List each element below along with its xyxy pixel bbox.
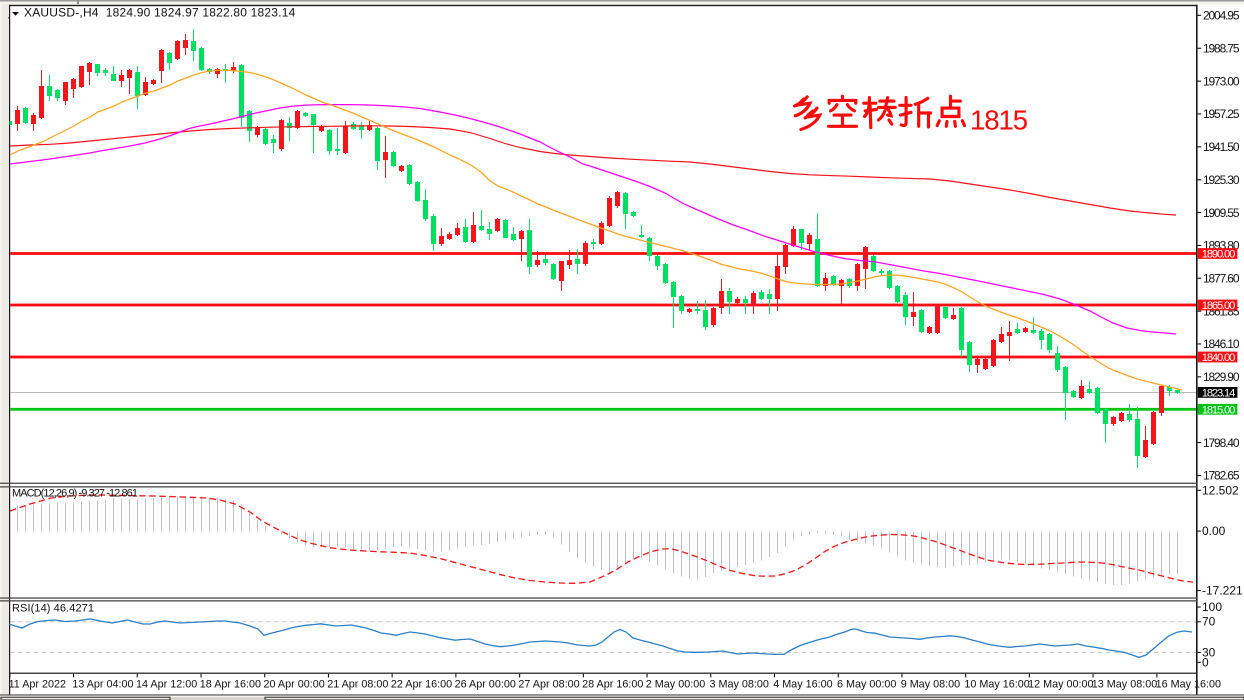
svg-text:2 May 00:00: 2 May 00:00 xyxy=(646,679,705,691)
svg-text:1846.10: 1846.10 xyxy=(1203,337,1240,351)
svg-text:1973.00: 1973.00 xyxy=(1203,74,1240,88)
svg-text:1925.30: 1925.30 xyxy=(1203,173,1240,187)
svg-text:22 Apr 16:00: 22 Apr 16:00 xyxy=(391,679,452,691)
svg-text:13 May 08:00: 13 May 08:00 xyxy=(1092,679,1157,691)
svg-text:1823.14: 1823.14 xyxy=(1202,387,1236,399)
svg-text:1941.50: 1941.50 xyxy=(1203,140,1240,154)
svg-text:10 May 16:00: 10 May 16:00 xyxy=(964,679,1029,691)
svg-text:100: 100 xyxy=(1202,600,1222,614)
svg-text:27 Apr 08:00: 27 Apr 08:00 xyxy=(518,679,579,691)
svg-text:6 May 00:00: 6 May 00:00 xyxy=(837,679,896,691)
svg-text:12 May 00:00: 12 May 00:00 xyxy=(1028,679,1093,691)
svg-text:1798.40: 1798.40 xyxy=(1203,436,1240,450)
svg-text:20 Apr 00:00: 20 Apr 00:00 xyxy=(264,679,325,691)
svg-text:11 Apr 2022: 11 Apr 2022 xyxy=(9,679,66,691)
svg-text:-17.221: -17.221 xyxy=(1202,584,1243,598)
svg-text:16 May 16:00: 16 May 16:00 xyxy=(1156,679,1221,691)
svg-text:3 May 08:00: 3 May 08:00 xyxy=(710,679,769,691)
svg-text:1815: 1815 xyxy=(970,105,1028,136)
svg-text:1890.00: 1890.00 xyxy=(1202,249,1236,261)
svg-text:1782.65: 1782.65 xyxy=(1203,469,1240,483)
svg-text:0: 0 xyxy=(1202,656,1209,670)
svg-text:0.00: 0.00 xyxy=(1202,524,1226,538)
svg-text:1957.25: 1957.25 xyxy=(1203,107,1240,121)
svg-text:13 Apr 04:00: 13 Apr 04:00 xyxy=(72,679,133,691)
svg-text:1829.90: 1829.90 xyxy=(1203,370,1240,384)
svg-text:21 Apr 08:00: 21 Apr 08:00 xyxy=(327,679,388,691)
svg-text:28 Apr 16:00: 28 Apr 16:00 xyxy=(582,679,643,691)
svg-text:4 May 16:00: 4 May 16:00 xyxy=(773,679,832,691)
svg-text:1865.00: 1865.00 xyxy=(1202,300,1236,312)
svg-text:12.502: 12.502 xyxy=(1202,484,1239,498)
svg-text:2004.95: 2004.95 xyxy=(1203,9,1240,23)
svg-text:18 Apr 16:00: 18 Apr 16:00 xyxy=(200,679,261,691)
svg-text:14 Apr 12:00: 14 Apr 12:00 xyxy=(136,679,197,691)
svg-text:1840.00: 1840.00 xyxy=(1202,352,1236,364)
svg-text:1815.00: 1815.00 xyxy=(1202,404,1236,416)
svg-text:9 May 08:00: 9 May 08:00 xyxy=(901,679,960,691)
svg-text:26 Apr 00:00: 26 Apr 00:00 xyxy=(455,679,516,691)
svg-text:30: 30 xyxy=(1202,646,1216,660)
svg-text:1877.60: 1877.60 xyxy=(1203,272,1240,286)
svg-text:1988.75: 1988.75 xyxy=(1203,42,1240,56)
svg-text:1909.55: 1909.55 xyxy=(1203,206,1240,220)
svg-text:MACD(12,26,9) -9.327 -12.861: MACD(12,26,9) -9.327 -12.861 xyxy=(12,488,138,500)
svg-text:XAUUSD-,H4 1824.90 1824.97 18: XAUUSD-,H4 1824.90 1824.97 1822.80 1823.… xyxy=(24,6,296,20)
svg-text:70: 70 xyxy=(1202,615,1216,629)
svg-text:RSI(14) 46.4271: RSI(14) 46.4271 xyxy=(12,603,94,615)
